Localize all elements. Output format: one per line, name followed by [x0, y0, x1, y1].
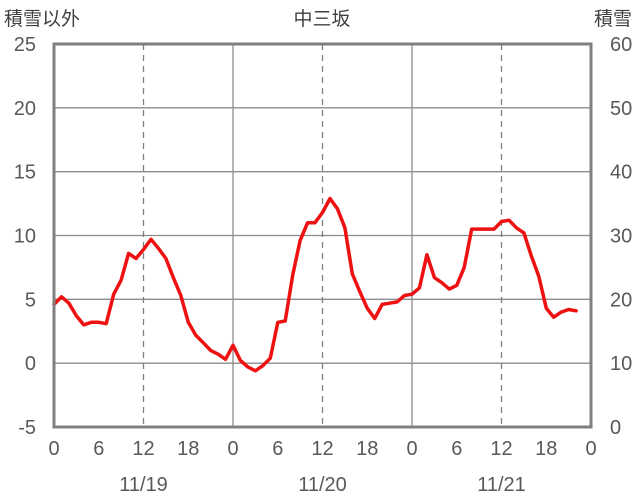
x-hour-tick-label: 0	[227, 438, 238, 460]
x-day-label: 11/20	[298, 474, 347, 496]
x-hour-tick-label: 18	[177, 438, 199, 460]
x-day-label: 11/21	[477, 474, 526, 496]
x-hour-tick-label: 0	[585, 438, 596, 460]
series-line-red	[52, 196, 578, 373]
grid	[54, 43, 591, 428]
y-right-tick-label: 50	[610, 98, 632, 120]
y-left-tick-label: -5	[18, 417, 36, 439]
x-hour-tick-label: 18	[356, 438, 378, 460]
x-hour-tick-label: 6	[93, 438, 104, 460]
x-hour-tick-label: 12	[490, 438, 512, 460]
y-right-axis-title: 積雪	[594, 8, 632, 30]
x-hour-tick-label: 12	[132, 438, 154, 460]
x-day-label: 11/19	[119, 474, 168, 496]
y-right-tick-label: 0	[610, 417, 621, 439]
y-left-axis-title: 積雪以外	[4, 8, 80, 30]
plot-frame	[52, 42, 593, 429]
y-right-tick-label: 40	[610, 162, 632, 184]
y-left-tick-label: 0	[25, 353, 36, 375]
chart-title: 中三坂	[293, 8, 350, 30]
y-right-tick-label: 30	[610, 226, 632, 248]
y-left-tick-label: 15	[14, 162, 36, 184]
y-left-tick-label: 20	[14, 98, 36, 120]
y-left-tick-label: 10	[14, 226, 36, 248]
x-hour-tick-label: 18	[535, 438, 557, 460]
y-right-tick-label: 10	[610, 353, 632, 375]
x-hour-tick-label: 12	[311, 438, 333, 460]
y-left-tick-label: 25	[14, 34, 36, 56]
y-right-tick-label: 60	[610, 34, 632, 56]
x-hour-tick-label: 0	[406, 438, 417, 460]
x-hour-tick-label: 0	[48, 438, 59, 460]
y-left-tick-label: 5	[25, 289, 36, 311]
y-right-tick-label: 20	[610, 289, 632, 311]
x-hour-tick-label: 6	[451, 438, 462, 460]
x-hour-tick-label: 6	[272, 438, 283, 460]
